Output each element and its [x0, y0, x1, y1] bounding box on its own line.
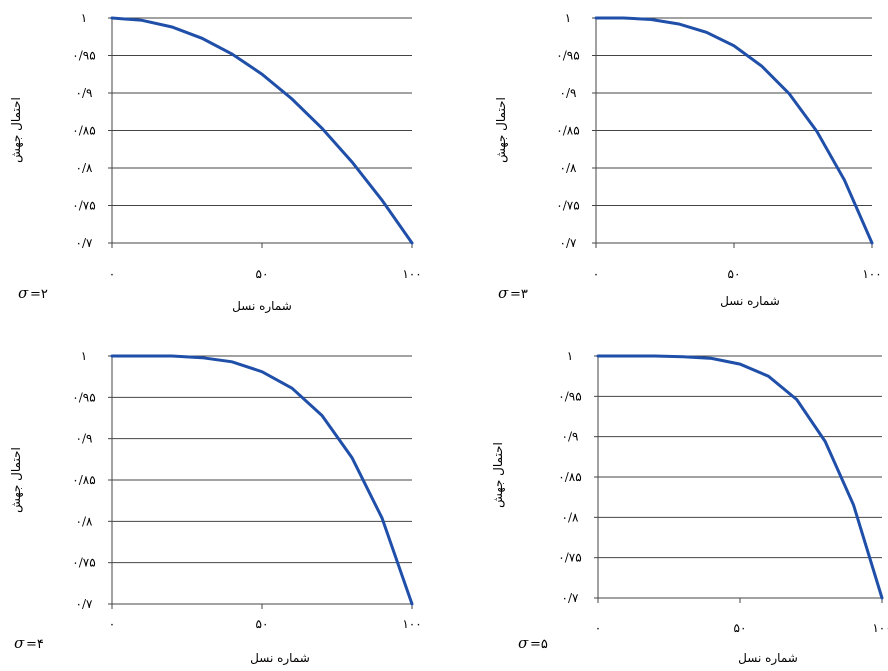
- x-axis-label: شماره نسل: [720, 294, 780, 309]
- y-tick-label: ۰/۷۵: [72, 556, 95, 570]
- y-axis-label: احتمال جهش: [9, 97, 24, 163]
- y-tick-label: ۰/۷۵: [558, 551, 581, 565]
- y-tick-label: ۰/۷: [560, 236, 577, 250]
- x-tick-label: ۱۰۰: [402, 617, 421, 631]
- series-line: [596, 354, 884, 600]
- y-tick-label: ۰/۸۵: [558, 470, 581, 484]
- x-tick-label: ۵۰: [256, 267, 269, 281]
- y-tick-label: ۰/۷: [76, 597, 93, 611]
- sigma-value: =۲: [30, 287, 48, 302]
- y-axis-label: احتمال جهش: [494, 97, 509, 163]
- x-tick-label: ۱۰۰: [872, 621, 888, 635]
- x-tick-label: ۰: [593, 267, 599, 281]
- y-tick-label: ۰/۷۵: [556, 199, 579, 213]
- x-tick-label: ۵۰: [728, 267, 741, 281]
- y-tick-label: ۰/۸۵: [556, 124, 579, 138]
- sigma-symbol: σ: [518, 634, 529, 652]
- series-line: [594, 16, 874, 245]
- y-tick-label: ۰/۹: [76, 432, 93, 446]
- x-tick-label: ۱۰۰: [402, 267, 421, 281]
- y-tick-label: ۰/۸: [560, 161, 577, 175]
- y-tick-label: ۰/۸: [76, 514, 93, 528]
- y-tick-label: ۰/۸: [562, 510, 579, 524]
- y-tick-label: ۰/۷۵: [72, 199, 95, 213]
- y-tick-label: ۰/۹۵: [556, 49, 579, 63]
- x-tick-label: ۰: [109, 267, 115, 281]
- y-tick-label: ۰/۸۵: [72, 124, 95, 138]
- y-tick-label: ۰/۹۵: [72, 390, 95, 404]
- y-tick-label: ۰/۷: [562, 591, 579, 605]
- sigma-value: =۴: [26, 637, 44, 652]
- y-tick-label: ۰/۷: [76, 236, 93, 250]
- chart-panel-1: ۱ ۰/۹۵ ۰/۹ ۰/۸۵ ۰/۸ ۰/۷۵ ۰/۷ ۰ ۵۰ ۱۰۰ شماره نسل احت…: [9, 11, 422, 314]
- series-line: [110, 354, 414, 606]
- series-line: [110, 16, 414, 245]
- x-tick-label: ۰: [595, 621, 601, 635]
- x-tick-label: ۵۰: [256, 617, 269, 631]
- y-tick-label: ۰/۹: [76, 86, 93, 100]
- y-tick-label: ۰/۹: [562, 430, 579, 444]
- x-axis-label: شماره نسل: [738, 651, 798, 666]
- y-tick-label: ۰/۹۵: [558, 389, 581, 403]
- y-tick-label: ۰/۹: [560, 86, 577, 100]
- x-tick-label: ۵۰: [734, 621, 747, 635]
- sigma-symbol: σ: [18, 284, 29, 302]
- sigma-symbol: σ: [14, 634, 25, 652]
- sigma-symbol: σ: [498, 284, 509, 302]
- y-axis-label: احتمال جهش: [9, 447, 24, 513]
- y-tick-label: ۱: [567, 349, 573, 363]
- y-tick-label: ۰/۸۵: [72, 473, 95, 487]
- y-tick-label: ۱: [81, 349, 87, 363]
- x-axis-label: شماره نسل: [250, 651, 310, 666]
- y-tick-label: ۰/۹۵: [72, 49, 95, 63]
- y-tick-label: ۱: [565, 11, 571, 25]
- chart-panel-2: ۱ ۰/۹۵ ۰/۹ ۰/۸۵ ۰/۸ ۰/۷۵ ۰/۷ ۰ ۵۰ ۱۰۰ شماره نسل احت…: [494, 11, 882, 309]
- x-axis-label: شماره نسل: [232, 299, 292, 314]
- chart-panel-4: ۱ ۰/۹۵ ۰/۹ ۰/۸۵ ۰/۸ ۰/۷۵ ۰/۷ ۰ ۵۰ ۱۰۰ شماره نسل احت…: [491, 349, 888, 666]
- x-tick-label: ۰: [109, 617, 115, 631]
- x-tick-label: ۱۰۰: [862, 267, 881, 281]
- y-tick-label: ۱: [81, 11, 87, 25]
- y-axis-label: احتمال جهش: [491, 442, 506, 508]
- sigma-value: =۳: [510, 287, 528, 302]
- chart-panel-3: ۱ ۰/۹۵ ۰/۹ ۰/۸۵ ۰/۸ ۰/۷۵ ۰/۷ ۰ ۵۰ ۱۰۰ شماره نسل احت…: [9, 349, 422, 666]
- sigma-value: =۵: [530, 637, 548, 652]
- y-tick-label: ۰/۸: [76, 161, 93, 175]
